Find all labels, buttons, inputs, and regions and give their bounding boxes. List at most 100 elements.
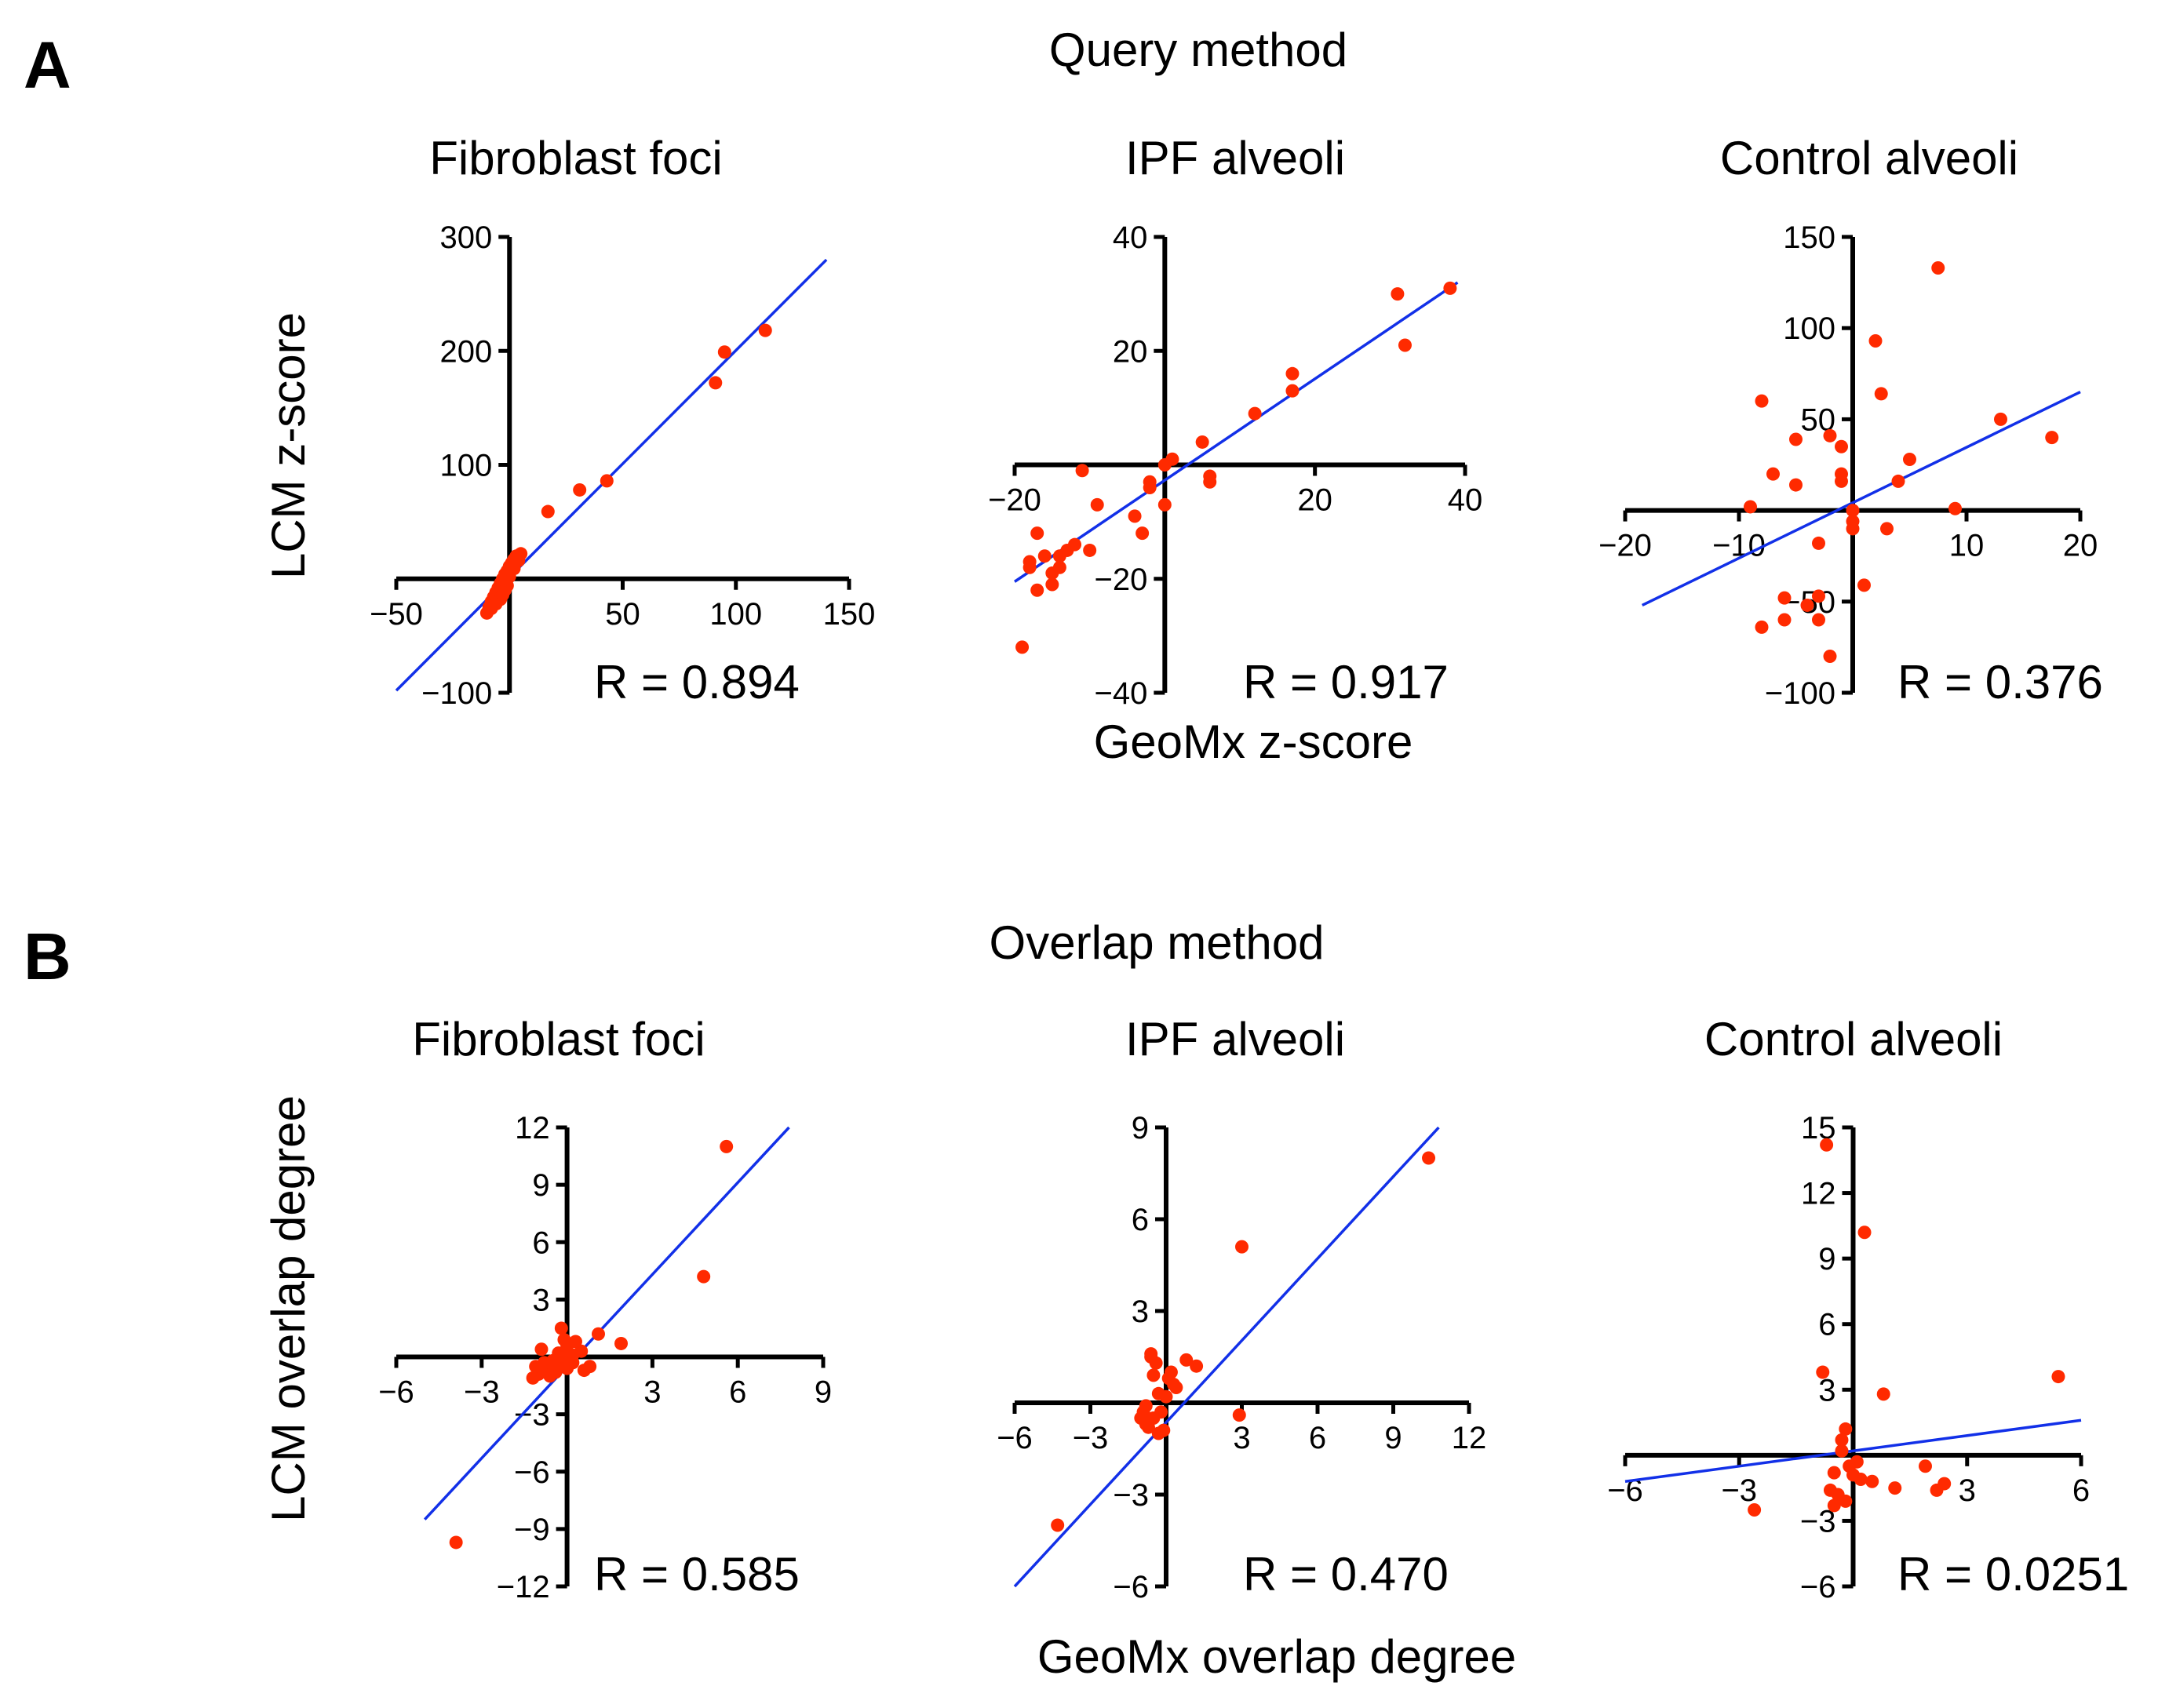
y-tick-label: 9: [532, 1168, 549, 1203]
row-b-xlabel: GeoMx overlap degree: [1037, 1630, 1516, 1683]
y-tick-label: −6: [1113, 1570, 1149, 1604]
data-point: [1030, 583, 1044, 597]
correlation-label: R = 0.585: [594, 1548, 800, 1601]
data-point: [1874, 387, 1888, 401]
data-point: [1045, 577, 1059, 592]
data-point: [1854, 1473, 1868, 1486]
x-tick-label: 3: [643, 1375, 661, 1410]
data-point: [720, 1139, 734, 1153]
data-point: [1391, 287, 1405, 301]
correlation-label: R = 0.917: [1243, 656, 1449, 708]
data-point: [545, 1353, 560, 1367]
y-tick-label: −40: [1094, 676, 1147, 711]
panel-a-heading: Query method: [1049, 24, 1347, 76]
data-point: [591, 1327, 605, 1341]
data-point: [1090, 497, 1104, 512]
data-point: [449, 1535, 463, 1550]
data-point: [1169, 1381, 1183, 1394]
data-point: [1846, 522, 1860, 536]
regression-line: [1014, 281, 1459, 583]
data-point: [1422, 1151, 1436, 1165]
data-point: [1744, 500, 1757, 514]
y-tick-label: 300: [440, 220, 493, 255]
data-point: [557, 1333, 571, 1347]
y-tick-label: 3: [1132, 1295, 1149, 1329]
y-tick-label: 6: [532, 1225, 549, 1260]
y-tick-label: 20: [1113, 334, 1148, 369]
y-tick-label: −20: [1094, 563, 1147, 597]
scatter-panels: Fibroblast foci −50 50 100 150 −100 100 200 300 R…: [370, 132, 2129, 1604]
data-point: [1755, 394, 1769, 408]
data-point: [1022, 560, 1037, 574]
row-a-xlabel: GeoMx z-score: [1094, 716, 1413, 768]
data-point: [484, 602, 498, 616]
regression-line: [1624, 1418, 2082, 1484]
data-point: [1789, 432, 1803, 446]
data-point: [1931, 261, 1945, 275]
scatter-panel-5: IPF alveoli −6 −3 3 6 9 12 −6 −3 3 6 9 R = 0.470: [997, 1013, 1486, 1604]
data-point: [1157, 497, 1172, 512]
data-point: [1918, 1459, 1932, 1473]
data-point: [1235, 1240, 1249, 1254]
x-tick-label: 9: [815, 1375, 832, 1410]
x-tick-label: 9: [1384, 1421, 1402, 1455]
x-tick-label: −50: [370, 597, 423, 632]
panel-title: Control alveoli: [1720, 132, 2018, 184]
y-tick-label: 12: [1801, 1177, 1836, 1211]
y-tick-label: 9: [1132, 1111, 1149, 1145]
data-point: [1157, 458, 1172, 472]
x-tick-label: 6: [729, 1375, 746, 1410]
panel-title: Control alveoli: [1704, 1013, 2003, 1065]
data-point: [1865, 1474, 1879, 1488]
y-tick-label: −3: [1113, 1478, 1149, 1513]
data-point: [1398, 338, 1412, 352]
y-tick-label: 12: [515, 1111, 550, 1145]
data-point: [1857, 578, 1871, 592]
regression-line: [1013, 1126, 1440, 1588]
panel-a-letter: A: [24, 28, 71, 102]
data-point: [1789, 478, 1803, 492]
data-point: [709, 376, 723, 390]
data-point: [1777, 591, 1792, 605]
regression-line: [423, 1126, 790, 1520]
data-point: [1128, 509, 1142, 523]
data-point: [1835, 467, 1848, 481]
data-point: [1846, 504, 1860, 518]
scatter-panel-2: IPF alveoli −20 20 40 −40 −20 20 40 R = 0.917: [988, 132, 1482, 711]
data-point: [1903, 453, 1916, 467]
data-point: [614, 1336, 629, 1350]
x-tick-label: 50: [605, 597, 640, 632]
data-point: [1164, 1365, 1178, 1379]
correlation-label: R = 0.376: [1897, 656, 2103, 708]
data-point: [1880, 522, 1894, 536]
data-point: [1083, 543, 1097, 557]
y-tick-label: −100: [421, 676, 492, 711]
panel-b-letter: B: [24, 920, 71, 993]
y-tick-label: −12: [497, 1570, 550, 1604]
x-tick-label: 6: [1309, 1421, 1326, 1455]
x-tick-label: −6: [378, 1375, 414, 1410]
y-tick-label: 40: [1113, 220, 1148, 255]
data-point: [1812, 589, 1825, 603]
data-point: [1839, 1494, 1853, 1508]
y-tick-label: 200: [440, 334, 493, 369]
y-tick-label: 100: [1783, 311, 1835, 346]
data-point: [1812, 536, 1825, 550]
y-tick-label: −9: [514, 1513, 550, 1547]
data-point: [1285, 384, 1300, 398]
regression-line: [395, 258, 828, 692]
data-point: [1800, 598, 1814, 612]
y-tick-label: 150: [1783, 220, 1835, 255]
data-point: [1179, 1353, 1194, 1367]
data-point: [541, 504, 555, 519]
data-point: [717, 345, 731, 359]
data-point: [566, 1348, 580, 1362]
data-point: [1888, 1481, 1902, 1495]
x-tick-label: −6: [997, 1421, 1033, 1455]
x-tick-label: 10: [1949, 529, 1985, 563]
x-tick-label: 150: [823, 597, 876, 632]
data-point: [1827, 1466, 1841, 1480]
data-point: [1755, 620, 1769, 634]
